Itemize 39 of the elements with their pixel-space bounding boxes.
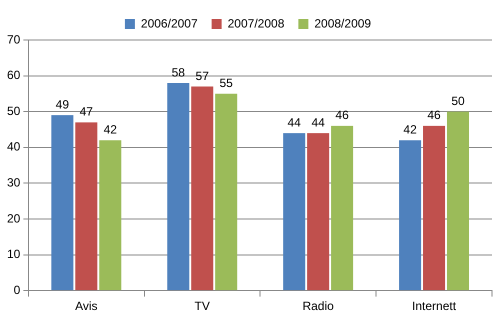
y-tick-label: 20 [6,211,21,226]
bar [307,133,330,290]
data-label: 44 [311,115,326,130]
y-tick-label: 60 [6,68,21,82]
bar [99,140,122,290]
x-tick-label: Avis [75,299,98,314]
data-label: 47 [80,104,94,119]
data-label: 44 [287,115,302,130]
x-tick-label: Radio [302,299,334,314]
data-label: 42 [104,122,118,137]
y-tick-label: 70 [6,32,21,46]
bar [215,94,238,290]
y-tick-label: 10 [6,247,21,262]
legend-label: 2006/2007 [140,16,198,30]
bar [283,133,306,290]
x-tick-label: Internett [412,299,457,314]
y-tick-label: 30 [6,176,21,190]
bar [75,122,98,290]
data-label: 46 [335,108,350,122]
bar [51,115,74,290]
bar [399,140,422,290]
data-label: 42 [403,122,418,137]
data-label: 46 [427,108,442,122]
y-tick-label: 50 [6,104,21,118]
legend-label: 2007/2008 [228,16,285,30]
data-label: 50 [451,94,465,108]
bar [167,82,190,290]
y-tick-label: 0 [14,282,21,297]
legend-label: 2008/2009 [314,16,372,30]
data-label: 57 [196,68,210,83]
bar [331,126,354,290]
data-label: 58 [172,65,186,80]
bar [191,86,214,290]
x-tick-label: TV [194,299,210,314]
bar [423,126,446,290]
y-tick-label: 40 [6,140,21,154]
bar [446,112,470,290]
data-label: 49 [56,97,70,112]
data-label: 55 [219,76,234,90]
